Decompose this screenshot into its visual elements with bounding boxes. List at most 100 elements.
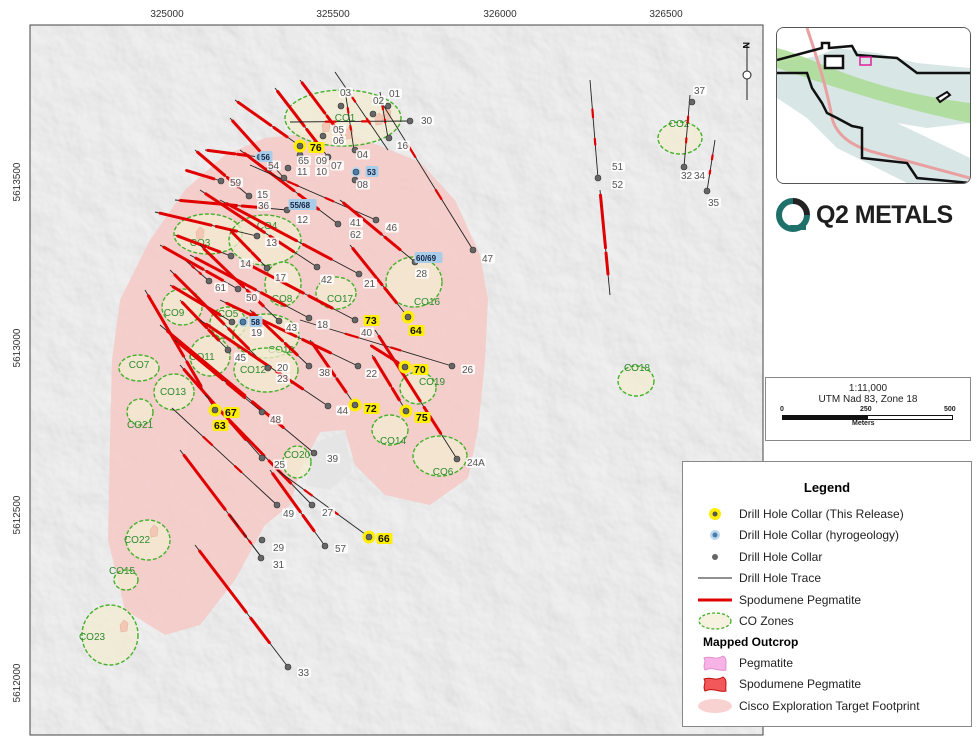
spodumene-pegmatite-interval [198,549,248,614]
drill-collar-icon[interactable] [351,401,359,409]
co-zone-outline[interactable] [284,89,402,147]
collar-label-bg [256,189,270,200]
co-zone-outline[interactable] [113,569,139,591]
drill-collar-icon[interactable] [284,663,292,671]
drill-hole-trace[interactable] [184,259,210,282]
drill-collar-icon[interactable] [217,177,225,185]
collar-label-bg [274,272,288,283]
drill-collar-icon[interactable] [275,317,283,325]
legend-label: Pegmatite [739,655,794,670]
drill-collar-icon[interactable] [205,277,213,285]
co-zone-outline[interactable] [81,604,139,666]
drill-hole-trace[interactable] [289,120,411,123]
drill-collar-icon[interactable] [305,362,313,370]
drill-collar-icon[interactable] [406,117,414,125]
spodumene-pegmatite-interval [591,108,595,119]
drill-collar-icon[interactable] [469,246,477,254]
drill-collar-icon[interactable] [283,206,291,214]
drill-hole-trace[interactable] [706,139,716,192]
drill-hole-trace[interactable] [171,407,278,506]
collar-label: 10 [316,167,328,178]
co-zone-outline[interactable] [125,519,171,561]
drill-collar-icon[interactable] [245,192,253,200]
drill-collar-icon[interactable] [448,362,456,370]
co-zone-outline[interactable] [282,445,312,479]
drill-collar-icon[interactable] [227,252,235,260]
drill-collar-icon[interactable] [384,102,392,110]
drill-collar-icon[interactable] [280,174,288,182]
collar-label: 16 [397,141,409,152]
drill-collar-icon[interactable] [365,533,373,541]
drill-collar-icon[interactable] [319,132,327,140]
drill-collar-icon[interactable] [404,313,412,321]
drill-collar-icon[interactable] [354,362,362,370]
drill-collar-icon[interactable] [369,110,377,118]
collar-label: 58 [251,318,260,327]
drill-collar-icon[interactable] [310,449,318,457]
drill-collar-icon[interactable] [308,501,316,509]
drill-hole-trace[interactable] [229,514,263,559]
drill-collar-icon[interactable] [258,454,266,462]
drill-collar-icon[interactable] [257,554,265,562]
co-zone-outline[interactable] [126,398,154,426]
drill-collar-icon[interactable] [313,263,321,271]
drill-collar-icon[interactable] [253,232,261,240]
drill-collar-icon[interactable] [211,406,219,414]
drill-collar-icon[interactable] [239,318,247,326]
co-zone-outline[interactable] [153,373,195,411]
drill-collar-icon[interactable] [334,220,342,228]
drill-hole-trace[interactable] [334,71,389,151]
drill-collar-icon[interactable] [324,402,332,410]
spodumene-pegmatite-interval [286,180,299,187]
drill-collar-icon[interactable] [224,346,232,354]
drill-collar-icon[interactable] [351,316,359,324]
drill-collar-icon[interactable] [337,102,345,110]
drill-collar-icon[interactable] [703,187,711,195]
drill-collar-icon[interactable] [372,216,380,224]
drill-collar-icon[interactable] [264,364,272,372]
collar-label-bg [259,151,273,162]
drill-collar-icon[interactable] [401,363,409,371]
co-zone-outline[interactable] [657,121,703,155]
drill-collar-icon[interactable] [355,270,363,278]
spodumene-pegmatite-interval [191,265,196,270]
drill-hole-trace[interactable] [589,79,599,179]
drill-collar-icon[interactable] [594,174,602,182]
drill-collar-icon[interactable] [296,142,304,150]
drill-hole-trace[interactable] [344,89,355,151]
collar-label: 09 [316,156,328,167]
spodumene-pegmatite-interval [248,539,253,545]
co-zone-outline[interactable] [412,435,468,477]
drill-collar-icon[interactable] [258,536,266,544]
logo-text: Q2 METALS [816,200,953,229]
spodumene-pegmatite-interval [182,453,227,511]
drill-collar-icon[interactable] [680,163,688,171]
drill-collar-icon[interactable] [305,314,313,322]
drill-collar-icon[interactable] [402,407,410,415]
co-zone-label: CO23 [79,632,106,643]
co-zone-outline[interactable] [371,414,409,446]
co-zone-outline[interactable] [315,276,357,310]
drill-collar-icon[interactable] [263,264,271,272]
collar-label-bg [360,327,374,338]
co-zone-outline[interactable] [189,335,231,377]
drill-collar-icon[interactable] [352,168,360,176]
drill-collar-icon[interactable] [453,455,461,463]
drill-collar-icon[interactable] [688,98,696,106]
drill-hole-trace[interactable] [276,469,370,538]
collar-label: 46 [386,223,398,234]
drill-collar-icon[interactable] [385,134,393,142]
spodumene-pegmatite-interval [305,127,319,145]
drill-collar-icon[interactable] [284,164,292,172]
drill-collar-icon[interactable] [258,408,266,416]
co-zone-outline[interactable] [617,365,655,397]
drill-collar-icon[interactable] [321,542,329,550]
drill-hole-trace[interactable] [683,94,691,168]
co-zone-outline[interactable] [118,354,160,382]
drill-collar-icon[interactable] [228,318,236,326]
drill-hole-trace[interactable] [379,99,474,251]
drill-collar-icon[interactable] [234,285,242,293]
collar-label-bg [349,217,363,228]
drill-collar-icon[interactable] [273,501,281,509]
